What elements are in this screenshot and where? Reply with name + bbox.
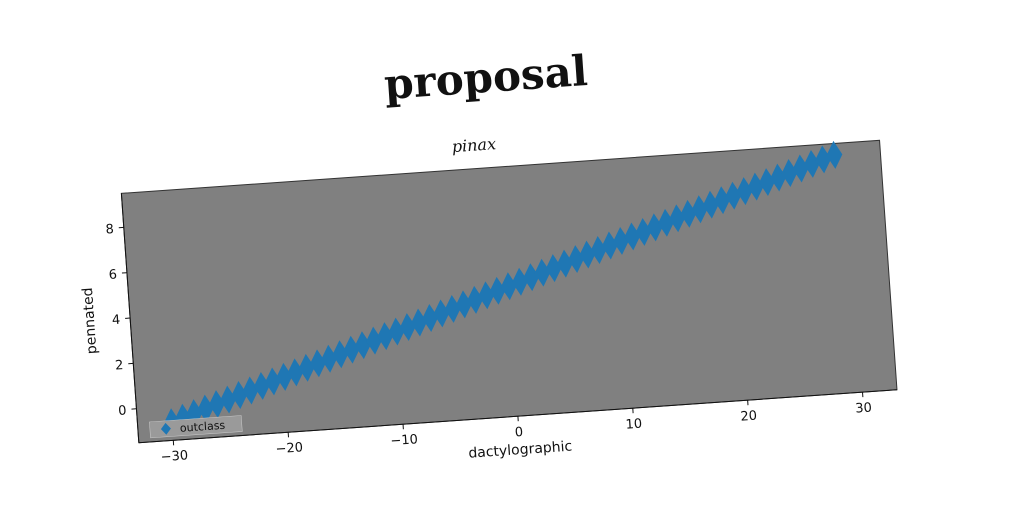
y-axis-label: pennated	[80, 287, 101, 355]
data-point	[321, 344, 338, 373]
data-point	[725, 181, 742, 210]
data-point	[197, 394, 214, 423]
y-tick-label: 0	[118, 403, 127, 419]
chart-title: proposal	[383, 46, 590, 109]
data-point	[624, 222, 641, 251]
data-point	[422, 304, 439, 332]
data-point	[568, 245, 585, 274]
data-point	[433, 299, 450, 328]
legend: outclass	[149, 415, 243, 439]
data-point	[792, 154, 809, 183]
data-point	[601, 231, 618, 260]
data-point	[265, 367, 282, 396]
x-tick-label: −20	[275, 440, 303, 457]
data-point	[231, 381, 248, 409]
data-point	[208, 390, 225, 419]
y-axis: 0 2 4 6 8	[105, 193, 140, 443]
x-axis-label: dactylographic	[468, 439, 573, 462]
data-point	[691, 195, 708, 224]
data-point	[523, 263, 540, 292]
y-tick-label: 8	[105, 222, 114, 238]
data-point	[467, 285, 484, 314]
data-point	[646, 213, 663, 242]
data-point	[579, 240, 596, 269]
x-tick-label: −30	[160, 448, 188, 465]
data-point	[253, 371, 270, 400]
data-point	[545, 254, 562, 283]
data-point	[309, 349, 326, 378]
x-tick-label: 20	[740, 409, 758, 425]
x-tick-label: −10	[390, 432, 418, 449]
data-point	[803, 149, 820, 178]
data-point	[826, 140, 843, 169]
chart-subtitle: pinax	[451, 134, 496, 156]
data-point	[332, 340, 349, 369]
data-point	[736, 177, 753, 206]
legend-marker-icon	[160, 422, 171, 435]
data-point	[590, 236, 607, 264]
data-point	[815, 145, 832, 174]
plot-marks	[164, 140, 843, 437]
y-tick-label: 6	[108, 267, 117, 283]
data-point	[669, 204, 686, 233]
data-point	[534, 258, 551, 287]
y-tick-label: 2	[115, 358, 124, 374]
data-point	[366, 326, 383, 355]
data-point	[702, 190, 719, 219]
data-point	[714, 186, 731, 215]
data-point	[613, 226, 630, 255]
data-point	[298, 353, 315, 382]
legend-label: outclass	[179, 419, 225, 435]
data-point	[287, 358, 304, 387]
data-point	[759, 168, 776, 197]
data-point	[388, 317, 405, 346]
data-point	[276, 362, 293, 391]
x-tick-label: 10	[625, 417, 643, 433]
data-point	[399, 313, 416, 342]
data-point	[354, 331, 371, 360]
data-point	[455, 290, 472, 319]
x-tick-label: 0	[514, 425, 523, 441]
data-point	[781, 159, 798, 187]
chart-group: pinax −30 −20 −10 0 10 20 30 0 2 4 6 8 outclass da…	[80, 134, 898, 465]
data-point	[770, 163, 787, 192]
y-tick-label: 4	[111, 313, 120, 329]
legend-box	[149, 415, 243, 439]
data-point	[500, 272, 517, 301]
data-point	[680, 199, 697, 228]
data-point	[220, 385, 237, 414]
data-point	[635, 217, 652, 246]
data-point	[658, 208, 674, 237]
data-point	[489, 276, 506, 305]
x-tick-label: 30	[855, 401, 873, 417]
data-point	[411, 308, 427, 337]
data-point	[343, 335, 360, 364]
data-point	[444, 294, 461, 323]
data-point	[242, 376, 259, 405]
data-point	[478, 281, 495, 310]
data-point	[512, 267, 529, 296]
data-point	[377, 322, 394, 351]
data-point	[556, 249, 573, 278]
data-point	[747, 172, 764, 201]
x-axis: −30 −20 −10 0 10 20 30	[138, 389, 898, 465]
